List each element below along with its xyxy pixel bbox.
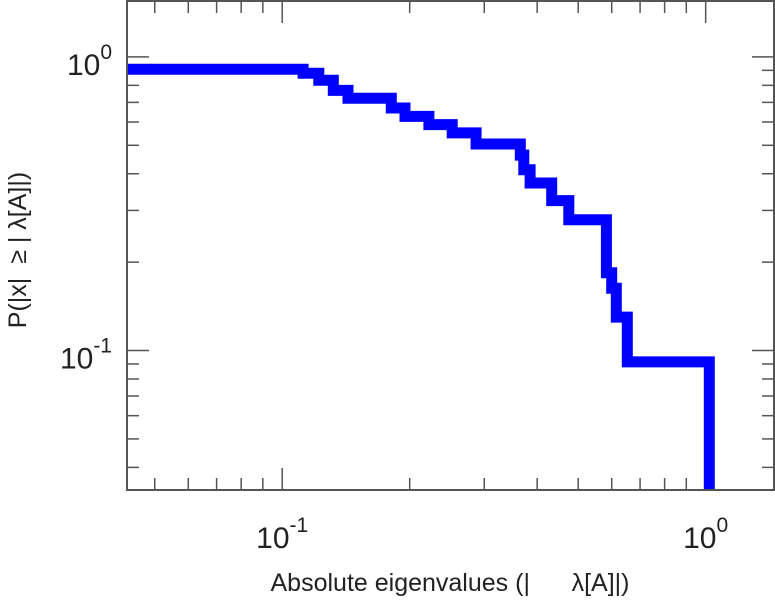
x-tick-label: 100: [683, 514, 728, 555]
series-line: [127, 63, 715, 490]
x-tick-label-base: 10: [683, 522, 716, 555]
x-tick-label-base: 10: [256, 522, 289, 555]
y-tick-label-base: 10: [67, 49, 100, 82]
x-tick-label-exp: 0: [717, 514, 729, 537]
y-tick-label-base: 10: [60, 343, 93, 376]
plot-ticks: [127, 1, 774, 490]
y-tick-label: 100: [67, 41, 112, 82]
y-tick-label-exp: 0: [100, 41, 112, 64]
x-tick-label: 10-1: [256, 514, 308, 555]
plot-series: [127, 63, 715, 490]
y-axis-label: P(|x| ≥ | λ[A]|): [4, 172, 32, 328]
plot-frame: [126, 0, 775, 491]
x-tick-labels: 10-1 100: [256, 514, 728, 555]
x-axis-label: Absolute eigenvalues (| λ[A]|): [271, 569, 630, 597]
y-tick-label-exp: -1: [93, 335, 112, 358]
x-tick-label-exp: -1: [290, 514, 309, 537]
y-tick-label: 10-1: [60, 335, 112, 376]
